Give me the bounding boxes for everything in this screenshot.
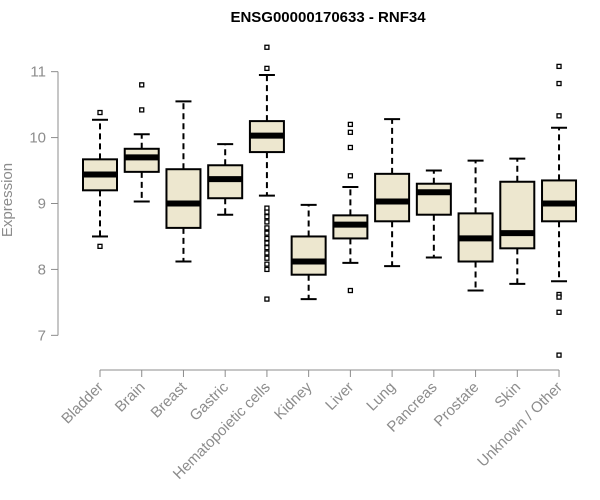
box-group xyxy=(374,118,411,268)
outlier-point xyxy=(347,121,354,128)
box xyxy=(499,180,536,250)
outlier-point xyxy=(264,296,270,302)
outlier-point xyxy=(264,255,270,261)
outlier-point xyxy=(264,266,270,273)
box xyxy=(374,172,411,223)
box-group xyxy=(165,100,202,263)
x-tick-label: Lung xyxy=(363,379,399,415)
box-group xyxy=(290,203,327,301)
outlier-point xyxy=(556,352,562,358)
box-group xyxy=(82,109,118,249)
outlier-point xyxy=(556,80,562,87)
box-group xyxy=(457,159,494,292)
box-group xyxy=(332,121,369,294)
outlier-point xyxy=(264,240,270,246)
chart-title: ENSG00000170633 - RNF34 xyxy=(230,9,426,26)
outlier-point xyxy=(347,129,354,135)
outlier-point xyxy=(264,214,270,220)
outlier-point xyxy=(97,243,103,249)
outlier-point xyxy=(556,113,562,119)
outlier-point xyxy=(139,107,145,113)
box-group xyxy=(415,169,452,259)
x-tick-label: Bladder xyxy=(58,379,107,428)
outlier-point xyxy=(556,309,562,315)
outlier-point xyxy=(347,173,354,179)
x-tick-label: Kidney xyxy=(271,378,316,423)
outlier-point xyxy=(264,250,270,256)
y-tick-label: 8 xyxy=(38,261,46,278)
outlier-point xyxy=(264,209,270,215)
outlier-point xyxy=(264,65,270,72)
outlier-point xyxy=(264,261,270,267)
outlier-point xyxy=(556,294,562,300)
y-tick-label: 11 xyxy=(30,64,46,81)
outlier-point xyxy=(264,245,270,251)
y-tick-label: 9 xyxy=(38,196,46,213)
outlier-point xyxy=(264,235,270,242)
box-group xyxy=(541,63,578,358)
y-axis-label: Expression xyxy=(0,163,16,237)
outlier-point xyxy=(347,287,354,294)
outlier-point xyxy=(264,44,270,50)
x-tick-label: Breast xyxy=(148,378,191,421)
box xyxy=(415,182,452,216)
x-tick-label: Liver xyxy=(322,379,357,414)
outlier-point xyxy=(264,225,270,231)
box xyxy=(165,168,202,229)
outlier-point xyxy=(556,63,562,70)
outlier-point xyxy=(347,144,354,151)
box-series xyxy=(82,44,578,358)
outlier-point xyxy=(97,109,103,116)
box-group xyxy=(248,44,285,302)
x-tick-label: Skin xyxy=(491,379,524,412)
box-group xyxy=(207,143,244,216)
x-tick-label: Brain xyxy=(112,379,149,416)
y-tick-label: 10 xyxy=(29,130,46,147)
outlier-point xyxy=(264,219,270,225)
outlier-point xyxy=(139,82,145,88)
y-axis: 7 8 9 10 11 xyxy=(29,64,59,344)
box xyxy=(290,235,327,276)
y-tick-label: 7 xyxy=(38,327,46,344)
box-group xyxy=(123,82,160,203)
box-group xyxy=(499,157,536,285)
outlier-point xyxy=(264,230,270,236)
x-tick-label: Prostate xyxy=(431,379,483,431)
